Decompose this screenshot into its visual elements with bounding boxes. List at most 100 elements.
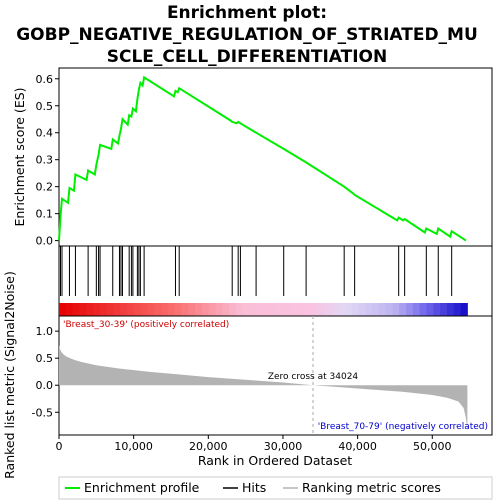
rank-gradient-segment [106,303,114,316]
rank-gradient-segment [86,303,94,316]
x-tick-label: 50,000 [413,440,452,453]
rank-gradient-segment [127,303,135,316]
legend-hits-label: Hits [242,480,266,495]
rank-gradient-segment [174,303,183,316]
negative-correlation-label: 'Breast_70-79' (negatively correlated) [318,422,488,432]
rank-gradient-segment [79,303,87,316]
rank-gradient-segment [372,303,380,316]
rank-gradient-segment [201,303,210,316]
zero-cross-label: Zero cross at 34024 [268,372,359,382]
rank-gradient-segment [317,303,325,316]
legend: Enrichment profile Hits Ranking metric s… [58,476,493,500]
rank-gradient-segment [290,303,298,316]
rank-gradient-segment [460,303,468,316]
rank-gradient-segment [249,303,257,316]
rank-gradient-bar [59,303,468,316]
rank-gradient-segment [399,303,407,316]
rank-gradient-segment [229,303,237,316]
x-tick-label: 40,000 [338,440,377,453]
rank-gradient-segment [433,303,441,316]
rank-gradient-segment [351,303,359,316]
es-y-tick-label: 0.3 [36,154,54,167]
positive-correlation-label: 'Breast_30-39' (positively correlated) [63,320,229,330]
rank-gradient-segment [167,303,176,316]
rank-gradient-segment [242,303,251,316]
rank-gradient-segment [147,303,155,316]
rank-gradient-segment [338,303,346,316]
metric-y-tick-label: 0.5 [36,352,54,365]
metric-y-tick-label: 0.0 [36,379,54,392]
metric-y-tick-label: -0.5 [32,406,53,419]
es-y-tick-label: 0.6 [36,73,54,86]
rank-gradient-segment [412,303,421,316]
es-y-tick-label: 0.0 [36,235,54,248]
rank-gradient-segment [283,303,291,316]
es-panel: 0.0 0.1 0.2 0.3 0.4 0.5 0.6 Enrichment score (… [12,67,493,248]
rank-gradient-segment [195,303,203,316]
rank-gradient-segment [440,303,448,316]
rank-gradient-segment [222,303,230,316]
rank-gradient-segment [331,303,339,316]
rank-gradient-segment [310,303,319,316]
es-y-tick-label: 0.2 [36,181,54,194]
rank-gradient-segment [324,303,332,316]
rank-gradient-segment [140,303,148,316]
rank-gradient-segment [188,303,196,316]
x-tick-label: 30,000 [264,440,303,453]
rank-gradient-segment [378,303,387,316]
rank-gradient-segment [358,303,366,316]
hit-lines [59,246,453,296]
rank-gradient-segment [215,303,223,316]
es-panel-frame [58,67,493,247]
metric-area [59,344,468,432]
rank-gradient-segment [419,303,428,316]
rank-gradient-segment [154,303,162,316]
rank-gradient-segment [446,303,455,316]
es-y-axis-label: Enrichment score (ES) [12,87,27,226]
rank-gradient-segment [235,303,244,316]
rank-gradient-segment [263,303,271,316]
metric-y-axis-label: Ranked list metric (Signal2Noise) [2,271,17,479]
rank-gradient-segment [113,303,121,316]
hits-panel [58,245,493,317]
metric-x-ticks: 0 10,000 20,000 30,000 40,000 50,000 [56,435,452,453]
rank-gradient-segment [269,303,278,316]
es-y-tick-label: 0.5 [36,100,54,113]
es-curve-line [58,75,467,242]
es-y-ticks: 0.0 0.1 0.2 0.3 0.4 0.5 0.6 [36,73,59,248]
rank-gradient-segment [208,303,217,316]
rank-gradient-segment [133,303,142,316]
rank-gradient-segment [385,303,393,316]
x-axis-label: Rank in Ordered Dataset [198,453,352,468]
legend-enrichment-label: Enrichment profile [84,480,200,495]
rank-gradient-segment [297,303,305,316]
rank-gradient-segment [99,303,108,316]
chart-title-line-3: SCLE_CELL_DIFFERENTIATION [107,47,387,67]
rank-gradient-segment [406,303,414,316]
rank-gradient-segment [161,303,169,316]
x-tick-label: 0 [56,440,63,453]
metric-y-tick-label: 1.0 [36,325,54,338]
rank-gradient-segment [453,303,462,316]
rank-gradient-segment [344,303,353,316]
rank-gradient-segment [304,303,312,316]
rank-gradient-segment [93,303,101,316]
rank-gradient-segment [392,303,400,316]
rank-gradient-segment [276,303,285,316]
chart-title-line-2: GOBP_NEGATIVE_REGULATION_OF_STRIATED_MU [16,25,478,45]
metric-panel: Zero cross at 34024 'Breast_30-39' (posi… [2,271,493,479]
x-tick-label: 10,000 [114,440,153,453]
rank-gradient-segment [59,303,67,316]
rank-gradient-segment [256,303,264,316]
rank-gradient-segment [65,303,74,316]
rank-gradient-segment [72,303,80,316]
metric-y-ticks: 1.0 0.5 0.0 -0.5 [32,325,59,419]
x-tick-label: 20,000 [189,440,228,453]
chart-title-line-1: Enrichment plot: [167,3,327,23]
rank-gradient-segment [120,303,128,316]
rank-gradient-segment [181,303,189,316]
es-y-tick-label: 0.1 [36,208,54,221]
rank-gradient-segment [365,303,373,316]
legend-frame [58,476,493,500]
